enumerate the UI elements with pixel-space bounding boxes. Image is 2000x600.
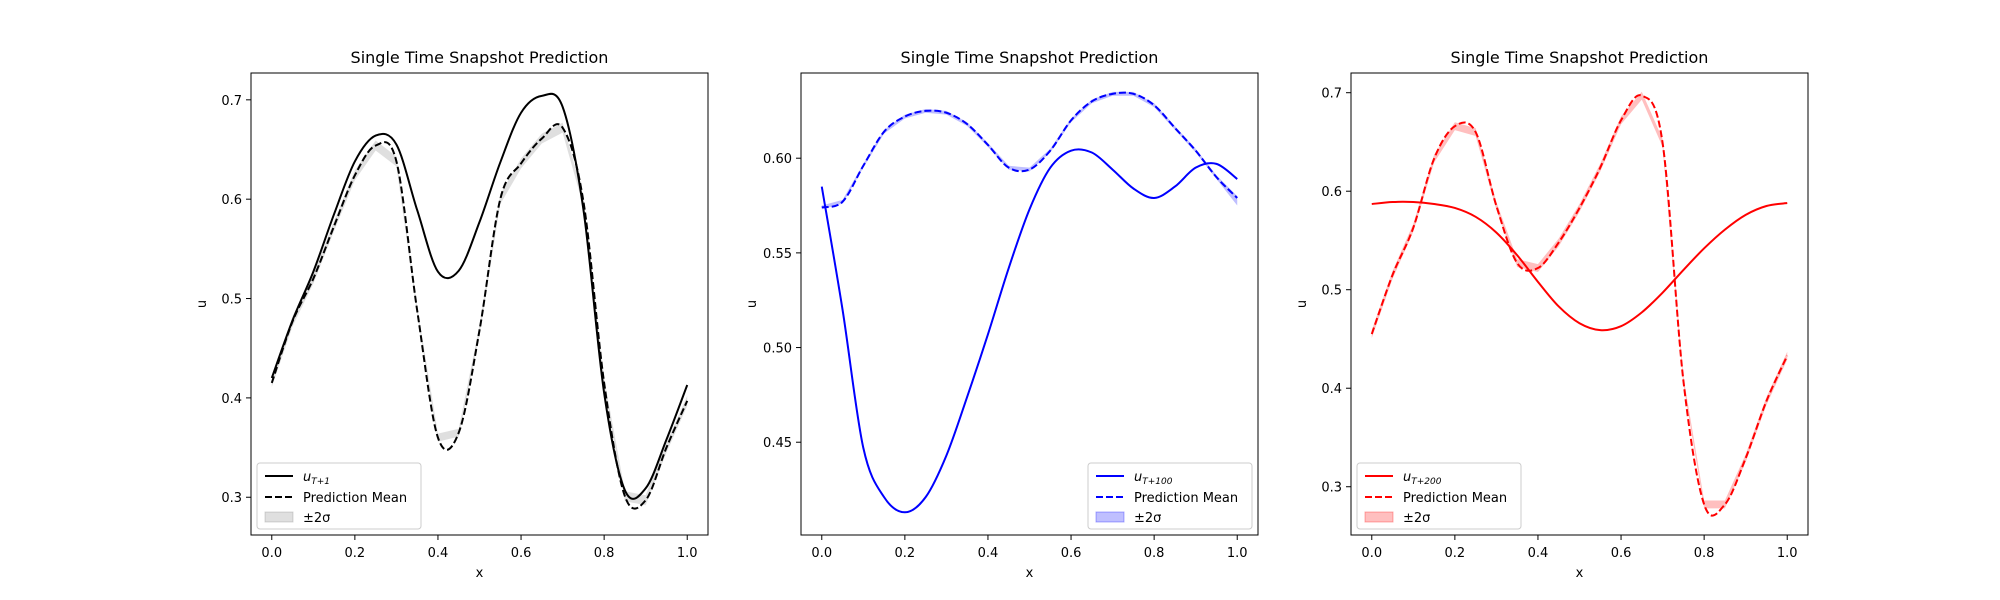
y-tick-label: 0.3 — [1321, 481, 1342, 496]
x-tick-label: 0.2 — [895, 546, 916, 561]
x-axis-label: x — [476, 566, 484, 581]
y-tick-label: 0.7 — [1321, 87, 1342, 102]
legend-mean-label: Prediction Mean — [1403, 491, 1507, 506]
ground-truth-line — [270, 92, 689, 500]
x-tick-label: 0.2 — [345, 546, 366, 561]
x-tick-label: 1.0 — [677, 546, 698, 561]
legend-truth-symbol: u — [1403, 470, 1411, 485]
chart-title: Single Time Snapshot Prediction — [901, 48, 1159, 67]
legend-truth-subscript: T+100 — [1142, 477, 1172, 487]
axes-frame — [800, 72, 1259, 536]
x-tick-label: 0.0 — [811, 546, 832, 561]
x-tick-label: 0.0 — [1361, 546, 1382, 561]
y-tick-label: 0.3 — [221, 491, 242, 506]
x-axis-label: x — [1576, 566, 1584, 581]
y-axis-label: u — [195, 300, 210, 308]
confidence-band — [821, 91, 1238, 210]
x-tick-label: 0.0 — [261, 546, 282, 561]
prediction-mean-line — [821, 91, 1238, 209]
legend-truth-symbol: u — [303, 470, 311, 485]
legend: uT+100 Prediction Mean ±2σ — [1087, 462, 1253, 530]
x-tick-label: 0.6 — [1611, 546, 1632, 561]
x-tick-label: 0.6 — [1061, 546, 1082, 561]
x-tick-label: 0.4 — [428, 546, 449, 561]
x-tick-label: 0.4 — [1528, 546, 1549, 561]
ground-truth-line — [820, 148, 1238, 514]
x-tick-label: 1.0 — [1777, 546, 1798, 561]
x-axis-label: x — [1026, 566, 1034, 581]
y-tick-label: 0.6 — [1321, 185, 1342, 200]
legend-band-swatch — [1364, 511, 1394, 523]
legend-box — [1087, 462, 1253, 530]
legend-box — [1356, 462, 1522, 530]
x-tick-label: 0.8 — [1144, 546, 1165, 561]
confidence-band — [271, 122, 688, 506]
y-tick-label: 0.5 — [1321, 284, 1342, 299]
axes-frame — [250, 72, 709, 536]
prediction-mean-line — [270, 123, 689, 510]
legend-truth-subscript: T+200 — [1411, 477, 1441, 487]
legend-truth-label: uT+100 — [1134, 470, 1173, 487]
legend-mean-label: Prediction Mean — [1134, 491, 1238, 506]
chart-title: Single Time Snapshot Prediction — [1451, 48, 1709, 67]
legend: uT+200 Prediction Mean ±2σ — [1356, 462, 1522, 530]
chart-panel-1: Single Time Snapshot Prediction 0.0 0.2 0.4… — [195, 48, 709, 581]
legend-band-swatch — [1095, 511, 1125, 523]
legend-truth-symbol: u — [1134, 470, 1142, 485]
y-tick-label: 0.5 — [221, 293, 242, 308]
legend-band-swatch — [264, 511, 294, 523]
legend: uT+1 Prediction Mean ±2σ — [256, 462, 422, 530]
chart-title: Single Time Snapshot Prediction — [351, 48, 609, 67]
legend-band-label: ±2σ — [303, 511, 330, 526]
y-tick-label: 0.45 — [763, 436, 792, 451]
legend-truth-subscript: T+1 — [311, 477, 330, 487]
y-tick-label: 0.4 — [221, 392, 242, 407]
y-axis-label: u — [745, 300, 760, 308]
y-axis-label: u — [1295, 300, 1310, 308]
x-tick-label: 1.0 — [1227, 546, 1248, 561]
legend-band-label: ±2σ — [1134, 511, 1161, 526]
legend-mean-label: Prediction Mean — [303, 491, 407, 506]
x-tick-label: 0.4 — [978, 546, 999, 561]
axes-frame — [1350, 72, 1809, 536]
legend-truth-label: uT+1 — [303, 470, 330, 487]
y-tick-label: 0.60 — [763, 152, 792, 167]
prediction-mean-line — [1370, 94, 1789, 517]
chart-panel-2: Single Time Snapshot Prediction 0.0 0.2 0.4… — [745, 48, 1259, 581]
x-tick-label: 0.2 — [1445, 546, 1466, 561]
y-tick-label: 0.50 — [763, 342, 792, 357]
x-tick-label: 0.8 — [1694, 546, 1715, 561]
confidence-band — [1371, 91, 1788, 509]
ground-truth-line — [1371, 200, 1788, 332]
legend-truth-label: uT+200 — [1403, 470, 1442, 487]
y-tick-label: 0.6 — [221, 193, 242, 208]
y-tick-label: 0.7 — [221, 94, 242, 109]
y-tick-label: 0.4 — [1321, 382, 1342, 397]
legend-box — [256, 462, 422, 530]
y-tick-label: 0.55 — [763, 247, 792, 262]
chart-panel-3: Single Time Snapshot Prediction 0.0 0.2 0.4… — [1295, 48, 1809, 581]
x-tick-label: 0.6 — [511, 546, 532, 561]
x-tick-label: 0.8 — [594, 546, 615, 561]
legend-band-label: ±2σ — [1403, 511, 1430, 526]
